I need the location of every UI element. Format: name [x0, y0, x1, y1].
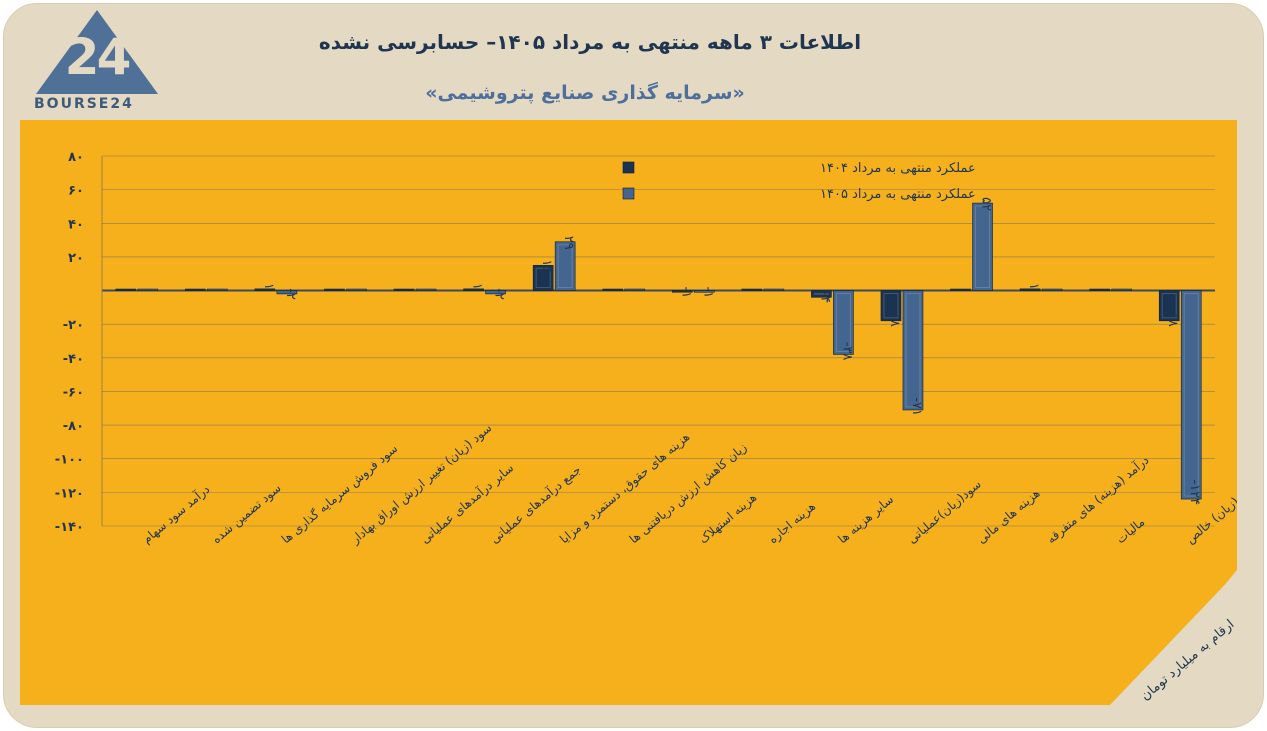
y-tick-label: ۸۰	[68, 150, 84, 165]
bar-1405	[1111, 288, 1132, 291]
bar-1405	[346, 288, 367, 291]
x-category-label: سود تضمین شده	[209, 481, 284, 547]
data-label: -۱۸	[887, 308, 902, 327]
data-label: -۲	[492, 288, 507, 300]
x-category-label: هزینه اجاره	[766, 499, 819, 547]
x-category-label: هزینه های حقوق، دستمزد و مزایا	[557, 430, 693, 547]
legend-swatch	[622, 161, 635, 174]
data-label: -۷۱	[909, 397, 924, 416]
y-tick-label: -۱۰۰	[55, 453, 84, 468]
bar-1404	[880, 290, 902, 322]
data-label: ۱	[470, 283, 485, 290]
bar-1404	[811, 290, 832, 298]
svg-text:2: 2	[65, 28, 100, 86]
data-label: ۱۵	[539, 259, 554, 273]
bar-1405	[763, 288, 785, 291]
y-axis: ۸۰ ۶۰ ۴۰ ۲۰ -۲۰ -۴۰ -۶۰ -۸۰ -۱۰۰ -۱۲۰ -۱۴۰	[55, 150, 84, 535]
y-tick-label: -۸۰	[63, 419, 84, 434]
data-labels: ۱ -۲ ۱ -۲ ۱۵ ۲۹ -۱ -۱ -۴ -۳۸ -۱۸ -۷۱ ۵۲ ۱ -۱۸ -۱۲۴	[261, 197, 1202, 505]
data-label: -۱	[700, 287, 715, 299]
bar-1404-bevel	[535, 267, 551, 289]
bar-1405	[1180, 290, 1202, 500]
legend-label: عملکرد منتهی به مرداد ۱۴۰۵	[820, 187, 976, 202]
bar-1404	[393, 288, 415, 291]
y-tick-label: ۶۰	[68, 184, 84, 199]
data-label: ۱	[261, 283, 276, 290]
bar-1405-bevel	[835, 293, 851, 352]
data-label: -۱	[678, 287, 693, 299]
bar-1404	[1158, 290, 1180, 322]
x-category-label: درآمد سود سهام	[139, 481, 213, 547]
y-tick-label: -۶۰	[63, 385, 84, 400]
bar-1404	[1019, 288, 1041, 291]
data-label: -۱۲۴	[1187, 479, 1202, 505]
data-label: -۳۸	[839, 342, 854, 361]
bar-1404	[741, 288, 763, 291]
y-tick-label: -۱۲۰	[55, 486, 84, 501]
bar-1404	[185, 288, 206, 291]
bar-1405-bevel	[975, 205, 991, 289]
bar-1405	[972, 202, 993, 291]
data-label: ۱	[1026, 283, 1041, 290]
units-band	[1110, 570, 1237, 705]
bar-1404	[254, 288, 276, 291]
bar-1404	[324, 288, 345, 291]
data-label: -۲	[283, 288, 298, 300]
chart-subtitle: «سرمایه گذاری صنایع پتروشیمی»	[425, 82, 745, 104]
bar-1405	[554, 241, 576, 291]
y-tick-label: ۴۰	[68, 217, 84, 232]
bar-1405	[415, 288, 437, 291]
data-label: ۲۹	[561, 236, 576, 250]
bar-1405	[902, 290, 924, 411]
chart-panel: ۸۰ ۶۰ ۴۰ ۲۰ -۲۰ -۴۰ -۶۰ -۸۰ -۱۰۰ -۱۲۰ -۱۴۰ ۱ -۲ ۱ -۲ ۱…	[20, 120, 1259, 705]
bar-1404-bevel	[1161, 293, 1177, 319]
bourse24-logo: 2 4	[36, 10, 158, 94]
logo-text: BOURSE24	[34, 96, 134, 112]
y-tick-label: -۱۴۰	[55, 520, 84, 535]
x-category-label: سود (زیان) تغییر ارزش اوراق بهادار	[348, 421, 495, 548]
bars	[115, 202, 1202, 500]
bar-1405	[693, 290, 715, 293]
bar-1405-bevel	[557, 244, 573, 289]
bar-1404	[950, 288, 971, 291]
data-label: -۴	[817, 292, 832, 304]
svg-text:4: 4	[97, 28, 132, 86]
legend-swatch	[622, 187, 635, 200]
bar-1404-bevel	[813, 293, 829, 295]
bar-1405	[276, 290, 298, 295]
x-category-label: سود(زیان)عملیاتی	[905, 477, 985, 547]
bar-1404	[115, 288, 137, 291]
x-category-label: سود فروش سرمایه گذاری ها	[279, 441, 401, 547]
gridlines	[101, 155, 1215, 527]
bar-1405	[485, 290, 506, 295]
x-category-label: زیان کاهش ارزش دریافتنی ها	[627, 440, 751, 547]
bar-1404	[671, 290, 693, 293]
chart-title: اطلاعات ۳ ماهه منتهی به مرداد ۱۴۰۵– حساب…	[318, 30, 862, 54]
bar-1404	[463, 288, 484, 291]
bar-1405-bevel	[1183, 293, 1199, 497]
legend: عملکرد منتهی به مرداد ۱۴۰۴ عملکرد منتهی ب…	[622, 161, 976, 202]
y-tick-label: ۲۰	[68, 251, 84, 266]
data-label: -۱۸	[1165, 308, 1180, 327]
bar-1405-bevel	[905, 293, 921, 408]
x-category-label: سایر هزینه ها	[835, 492, 896, 547]
y-tick-label: -۲۰	[63, 318, 84, 333]
legend-label: عملکرد منتهی به مرداد ۱۴۰۴	[820, 161, 976, 176]
bar-1405	[624, 288, 646, 291]
bar-1404	[532, 265, 554, 291]
bar-1405	[137, 288, 159, 291]
bar-1405	[1041, 288, 1063, 291]
y-tick-label: -۴۰	[63, 352, 84, 367]
bar-1404	[1089, 288, 1110, 291]
x-category-label: هزینه های مالی	[974, 486, 1043, 547]
data-label: ۵۲	[979, 197, 994, 211]
bar-1405	[833, 290, 854, 355]
bar-1404	[602, 288, 624, 291]
bar-1404-bevel	[883, 293, 899, 319]
x-category-label: مالیات	[1114, 515, 1148, 547]
bar-1405	[207, 288, 228, 291]
x-category-label: هزینه استهلاک	[696, 490, 760, 547]
